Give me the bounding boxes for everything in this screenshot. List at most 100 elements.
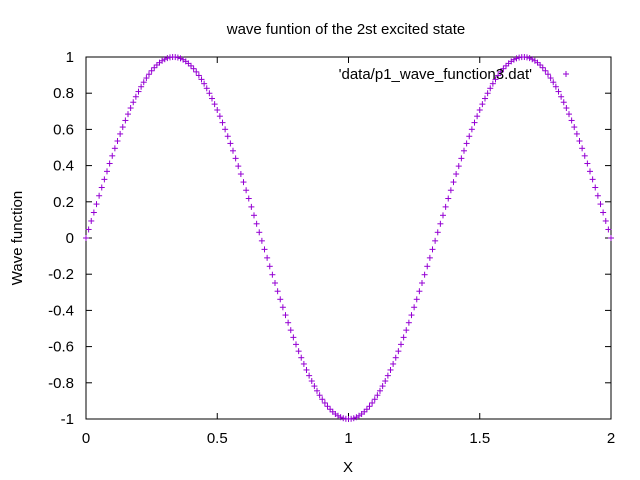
data-point	[295, 348, 302, 355]
y-tick-label: -0.6	[48, 339, 74, 356]
data-point	[594, 192, 601, 199]
data-point	[608, 235, 614, 241]
data-point	[135, 88, 142, 95]
data-point	[560, 99, 567, 106]
legend-marker	[563, 71, 569, 77]
data-point	[369, 399, 376, 406]
data-point	[539, 64, 546, 71]
data-point	[151, 64, 158, 71]
data-point	[384, 372, 391, 379]
data-point	[526, 55, 533, 62]
data-point	[177, 55, 184, 62]
data-point	[293, 341, 299, 348]
data-point	[237, 171, 244, 178]
data-point	[274, 288, 281, 295]
data-point	[282, 312, 289, 319]
x-axis-label: X	[343, 459, 353, 476]
plot-border	[85, 56, 612, 420]
data-point	[240, 179, 247, 186]
x-tick-label: 2	[607, 430, 615, 447]
data-point	[122, 117, 129, 124]
data-point	[222, 126, 229, 133]
data-point	[450, 179, 457, 186]
data-point	[545, 71, 551, 78]
data-point	[256, 229, 263, 236]
data-point	[188, 62, 194, 69]
data-point	[497, 68, 504, 75]
data-point	[198, 76, 205, 83]
data-point	[455, 163, 462, 170]
data-point	[377, 387, 383, 394]
y-tick-label: 0.6	[53, 121, 74, 138]
data-point	[371, 396, 378, 403]
data-point	[206, 90, 213, 97]
data-point	[510, 56, 517, 63]
data-point	[125, 111, 131, 118]
data-point	[117, 130, 124, 137]
data-point	[248, 203, 255, 210]
data-point	[374, 392, 381, 399]
data-point	[405, 319, 412, 326]
data-point	[361, 408, 368, 415]
data-point	[298, 354, 305, 361]
data-point	[379, 383, 386, 390]
x-tick-label: 0	[82, 430, 90, 447]
data-point	[272, 280, 278, 287]
data-point	[193, 68, 200, 75]
data-point	[216, 113, 223, 120]
data-point	[277, 296, 284, 303]
data-point	[419, 280, 425, 287]
y-tick-label: 0	[66, 230, 74, 247]
data-point	[413, 296, 420, 303]
data-point	[424, 263, 431, 270]
data-point	[484, 90, 491, 97]
data-point	[251, 212, 257, 219]
data-point	[83, 235, 89, 241]
data-point	[201, 80, 208, 87]
data-point	[482, 95, 488, 102]
data-point	[106, 160, 113, 167]
y-tick-label: 0.8	[53, 85, 74, 102]
data-point	[109, 152, 116, 159]
data-point	[581, 152, 588, 159]
data-point	[426, 254, 433, 261]
data-point	[537, 62, 544, 69]
data-point	[403, 327, 410, 334]
data-point	[447, 187, 454, 194]
data-point	[579, 145, 586, 152]
data-point	[324, 403, 331, 410]
data-point	[190, 65, 197, 72]
x-tick-label: 1	[344, 430, 352, 447]
data-point	[164, 55, 171, 62]
data-point	[461, 147, 467, 154]
data-point	[437, 220, 444, 227]
data-point	[466, 133, 473, 140]
data-point	[445, 195, 452, 202]
data-point	[319, 396, 326, 403]
data-point	[227, 140, 234, 147]
data-point	[261, 246, 268, 253]
data-point	[287, 327, 294, 334]
data-point	[138, 83, 145, 90]
data-point	[571, 124, 578, 131]
data-point	[584, 160, 591, 167]
y-tick-label: 0.2	[53, 194, 74, 211]
data-point	[132, 93, 139, 100]
data-point	[468, 126, 475, 133]
data-point	[366, 403, 373, 410]
data-point	[600, 209, 607, 216]
data-point	[285, 319, 292, 326]
data-point	[440, 212, 446, 219]
data-point	[266, 263, 273, 270]
data-point	[314, 387, 320, 394]
data-point	[492, 76, 499, 83]
data-point	[411, 304, 418, 311]
data-point	[552, 83, 559, 90]
data-point	[432, 237, 439, 244]
data-point	[547, 75, 554, 82]
data-point	[542, 67, 549, 74]
data-point	[148, 67, 155, 74]
data-point	[395, 348, 402, 355]
data-point	[597, 201, 604, 208]
